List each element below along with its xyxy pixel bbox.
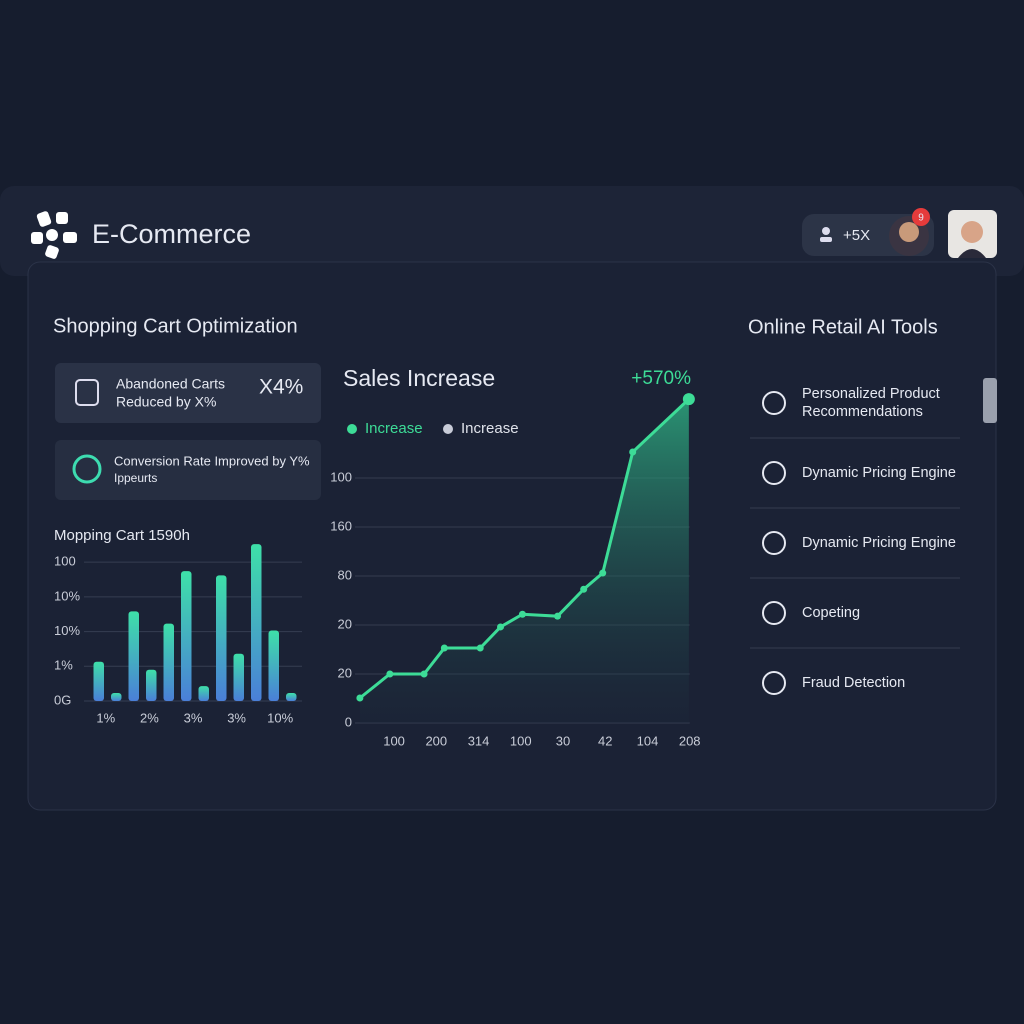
card-value: X4%: [259, 376, 303, 399]
logo: [31, 211, 77, 259]
tool-icon: [762, 671, 786, 695]
point: [599, 569, 607, 577]
x-tick-label: 1%: [96, 710, 115, 725]
x-tick-label: 10%: [267, 710, 293, 725]
card-text: Abandoned Carts: [116, 376, 225, 392]
x-tick-label: 100: [510, 733, 532, 748]
stat-card[interactable]: [55, 363, 321, 423]
tool-icon: [762, 531, 786, 555]
point: [386, 670, 394, 678]
y-tick-label: 0: [345, 714, 352, 729]
y-tick-label: 0G: [54, 692, 71, 707]
y-tick-label: 20: [338, 665, 352, 680]
x-tick-label: 3%: [227, 710, 246, 725]
tool-label: Recommendations: [802, 404, 923, 420]
point: [356, 694, 364, 702]
line: [358, 398, 690, 700]
card-icon: [72, 454, 102, 484]
x-tick-label: 200: [425, 733, 447, 748]
bar: [163, 623, 174, 701]
tool-label: Copeting: [802, 605, 860, 621]
point: [554, 612, 562, 620]
point: [629, 448, 637, 456]
users-count: +5X: [843, 227, 870, 244]
y-tick-label: 100: [54, 554, 76, 569]
legend-label: Increase: [365, 420, 423, 437]
bar: [233, 653, 244, 701]
x-tick-label: 2%: [140, 710, 159, 725]
bar-chart-title: Mopping Cart 1590h: [54, 527, 190, 544]
y-tick-label: 20: [338, 616, 352, 631]
tool-icon: [762, 461, 786, 485]
tool-label: Dynamic Pricing Engine: [802, 535, 956, 551]
x-tick-label: 100: [383, 733, 405, 748]
stat-card[interactable]: [55, 440, 321, 500]
y-tick-label: 80: [338, 567, 352, 582]
bar: [128, 611, 139, 701]
x-tick-label: 30: [556, 733, 570, 748]
y-tick-label: 10%: [54, 623, 80, 638]
point: [497, 623, 505, 631]
section-title: Shopping Cart Optimization: [53, 315, 298, 337]
bar: [181, 571, 192, 701]
point: [440, 644, 448, 652]
avatar-face: [899, 222, 919, 242]
bar: [286, 693, 297, 701]
bar: [251, 544, 262, 701]
y-tick-label: 160: [330, 518, 352, 533]
user-icon: [822, 227, 830, 235]
bar: [146, 669, 157, 701]
point: [682, 393, 695, 406]
y-tick-label: 10%: [54, 588, 80, 603]
line-chart-title: Sales Increase: [343, 365, 495, 391]
tool-icon: [762, 601, 786, 625]
card-text: Reduced by X%: [116, 394, 216, 410]
tool-label: Dynamic Pricing Engine: [802, 465, 956, 481]
scrollbar[interactable]: [983, 378, 997, 423]
point: [476, 644, 484, 652]
y-tick-label: 1%: [54, 658, 73, 673]
avatar-body: [958, 249, 986, 258]
user-icon: [820, 237, 832, 242]
x-tick-label: 208: [679, 733, 701, 748]
section-title: Online Retail AI Tools: [748, 316, 938, 338]
tool-icon: [762, 391, 786, 415]
legend-dot: [443, 424, 453, 434]
badge-count: 9: [918, 213, 924, 224]
bar: [93, 661, 104, 701]
tool-label: Personalized Product: [802, 386, 940, 402]
area: [359, 399, 689, 723]
legend-label: Increase: [461, 420, 519, 437]
y-tick-label: 100: [330, 469, 352, 484]
legend-dot: [347, 424, 357, 434]
bar: [111, 693, 122, 701]
x-tick-label: 104: [637, 733, 659, 748]
bar: [216, 575, 227, 701]
avatar-face: [961, 221, 983, 243]
bar: [198, 686, 209, 701]
x-tick-label: 314: [468, 733, 490, 748]
card-text: Conversion Rate Improved by Y%: [114, 453, 310, 468]
tool-label: Fraud Detection: [802, 675, 905, 691]
point: [420, 670, 428, 678]
header-bar: [0, 186, 1024, 276]
annotation: +570%: [631, 368, 691, 389]
x-tick-label: 3%: [184, 710, 203, 725]
card-text: Ippeurts: [114, 471, 157, 485]
badge: [912, 208, 930, 226]
point: [518, 610, 526, 618]
point: [580, 585, 588, 593]
app-title: E-Commerce: [92, 219, 251, 249]
bar: [268, 630, 279, 701]
x-tick-label: 42: [598, 733, 612, 748]
card-icon: [75, 379, 99, 406]
